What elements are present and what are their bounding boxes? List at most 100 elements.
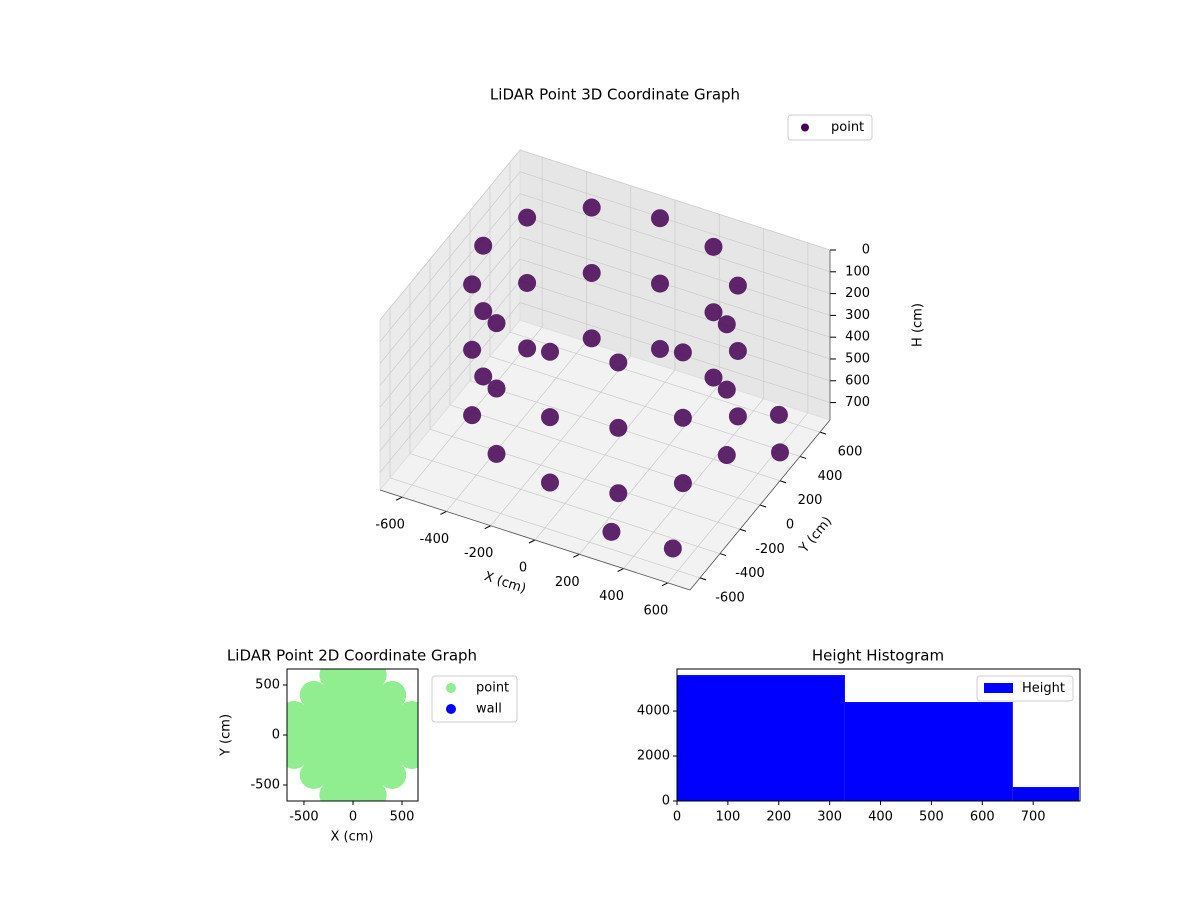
point [609,418,628,437]
point [651,339,669,358]
x-tick-label: 200 [766,810,791,825]
x-tick [661,582,669,587]
z-tick-label: 200 [845,286,870,301]
x-tick [617,568,624,573]
point [663,539,682,558]
point [704,237,723,256]
point [358,761,387,789]
point [299,741,328,769]
point [717,315,736,334]
y-tick [719,553,727,557]
point [673,408,692,427]
z-tick-label: 500 [845,351,870,366]
point [769,405,788,424]
point [319,721,348,749]
z-tick-label: 600 [845,373,870,388]
grid-line [489,356,801,457]
point [651,274,669,293]
x-tick-label: 0 [349,810,357,825]
point [338,741,367,769]
point [358,721,387,749]
y-tick-label: 2000 [637,749,670,764]
point [487,314,506,333]
grid-line [379,215,521,386]
x-tick-label: 500 [919,810,944,825]
point [319,681,348,709]
legend-marker [984,683,1013,693]
grid-line [449,404,761,506]
y-tick [739,528,747,532]
z-tick-label: 0 [862,243,870,258]
y-tick-label: -200 [755,542,785,557]
x-tick-label: -600 [375,518,405,533]
point [609,353,628,372]
point [397,701,418,729]
point [378,721,407,749]
point [582,329,601,348]
y-tick [759,504,767,508]
y-tick [699,577,707,581]
legend-box [787,114,873,141]
point [358,669,387,689]
point [338,681,367,709]
point [518,208,537,227]
point [518,273,537,292]
point [582,263,601,282]
z-axis-label: H (cm) [911,303,926,347]
y-tick-label: -600 [715,590,745,605]
y-axis-label: Y (cm) [219,714,234,757]
x-tick-label: -400 [420,532,450,547]
point [717,380,736,399]
x-tick-label: 400 [599,589,624,604]
z-tick-label: 300 [845,308,870,323]
y-tick-label: -500 [250,778,280,793]
y-tick [779,480,787,484]
point [319,761,348,789]
point [463,406,482,425]
x-tick-label: -500 [289,810,319,825]
bar [844,702,1013,801]
point [673,343,692,362]
grid-line [389,477,701,579]
grid-line [379,258,521,430]
point [771,443,789,462]
x-tick [484,525,491,530]
point [609,484,628,503]
y-tick-label: 200 [798,493,823,508]
point [358,701,387,729]
y-tick [799,455,807,459]
grid-line [519,215,831,316]
x-tick [528,539,536,544]
x-tick-label: 300 [817,810,842,825]
x-axis-label: X (cm) [331,830,374,845]
point [582,198,601,217]
point [474,236,493,255]
legend-box [976,675,1074,702]
z-tick-label: 100 [845,264,870,279]
grid-line [509,331,821,433]
point [487,444,506,463]
chart-title: Height Histogram [812,647,944,665]
point [319,741,348,769]
y-tick-label: 0 [272,728,280,743]
x-tick [440,510,447,515]
legend-label: point [476,681,509,696]
legend-marker [801,123,809,132]
point [487,379,506,398]
point [338,701,367,729]
x-tick-label: 400 [868,810,893,825]
axes-frame [676,668,1081,802]
point [602,522,621,541]
chart-title: LiDAR Point 2D Coordinate Graph [227,647,477,665]
legend-label: Height [1022,681,1065,696]
point [704,303,723,322]
point [378,701,407,729]
point [299,721,328,749]
grid-line [409,453,721,554]
point [728,407,747,426]
plot-area [287,669,418,801]
point [463,340,482,359]
grid-line [519,258,831,360]
grid-line [429,428,741,530]
